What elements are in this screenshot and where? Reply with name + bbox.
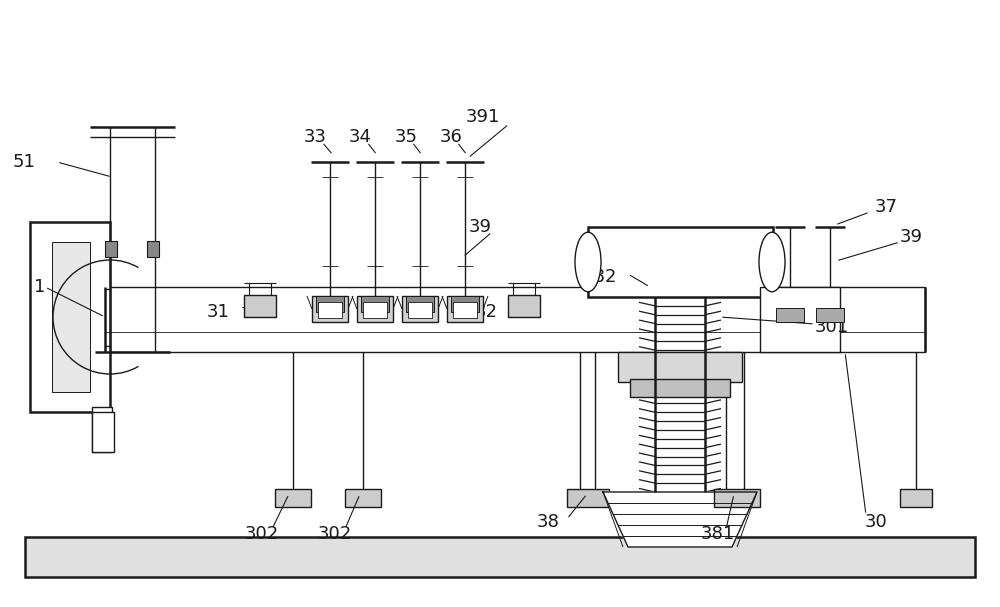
Bar bbox=[453, 302, 477, 318]
Text: 301: 301 bbox=[815, 318, 849, 336]
Bar bbox=[567, 489, 609, 507]
Text: 38: 38 bbox=[537, 513, 560, 531]
Text: 39: 39 bbox=[900, 228, 923, 246]
Text: 33: 33 bbox=[304, 128, 326, 146]
Bar bbox=[318, 302, 342, 318]
Bar bbox=[588, 227, 773, 297]
Bar bbox=[714, 489, 760, 507]
Text: 31: 31 bbox=[207, 303, 230, 321]
Text: 36: 36 bbox=[440, 128, 462, 146]
Bar bbox=[447, 296, 483, 322]
Bar bbox=[451, 296, 479, 312]
Text: 51: 51 bbox=[12, 153, 35, 171]
Bar bbox=[25, 537, 975, 577]
Bar bbox=[52, 242, 90, 392]
Polygon shape bbox=[603, 492, 757, 547]
Text: 35: 35 bbox=[394, 128, 418, 146]
Bar bbox=[361, 296, 389, 312]
Bar bbox=[408, 302, 432, 318]
Text: 381: 381 bbox=[701, 525, 735, 543]
Text: 382: 382 bbox=[583, 268, 617, 286]
Bar bbox=[406, 296, 434, 312]
Bar bbox=[30, 222, 110, 412]
Ellipse shape bbox=[759, 232, 785, 292]
Bar bbox=[105, 287, 925, 352]
Bar bbox=[760, 287, 840, 352]
Bar bbox=[618, 352, 742, 382]
Bar bbox=[345, 489, 381, 507]
Text: 302: 302 bbox=[318, 525, 352, 543]
Bar bbox=[92, 412, 114, 452]
Text: 34: 34 bbox=[349, 128, 372, 146]
Text: 391: 391 bbox=[466, 108, 500, 126]
Bar bbox=[363, 302, 387, 318]
Bar bbox=[92, 407, 112, 452]
Text: 32: 32 bbox=[475, 303, 498, 321]
Bar bbox=[402, 296, 438, 322]
Bar bbox=[900, 489, 932, 507]
Bar bbox=[816, 308, 844, 322]
Bar bbox=[244, 295, 276, 317]
Bar bbox=[316, 296, 344, 312]
Bar bbox=[105, 241, 117, 257]
Ellipse shape bbox=[575, 232, 601, 292]
Text: 39: 39 bbox=[469, 218, 492, 236]
Bar bbox=[312, 296, 348, 322]
Bar bbox=[508, 295, 540, 317]
Bar bbox=[357, 296, 393, 322]
Bar bbox=[147, 241, 159, 257]
Text: 1: 1 bbox=[34, 278, 45, 296]
Text: 302: 302 bbox=[245, 525, 279, 543]
Text: 30: 30 bbox=[865, 513, 888, 531]
Bar bbox=[776, 308, 804, 322]
Text: 37: 37 bbox=[875, 198, 898, 216]
Bar bbox=[630, 379, 730, 397]
Bar bbox=[275, 489, 311, 507]
